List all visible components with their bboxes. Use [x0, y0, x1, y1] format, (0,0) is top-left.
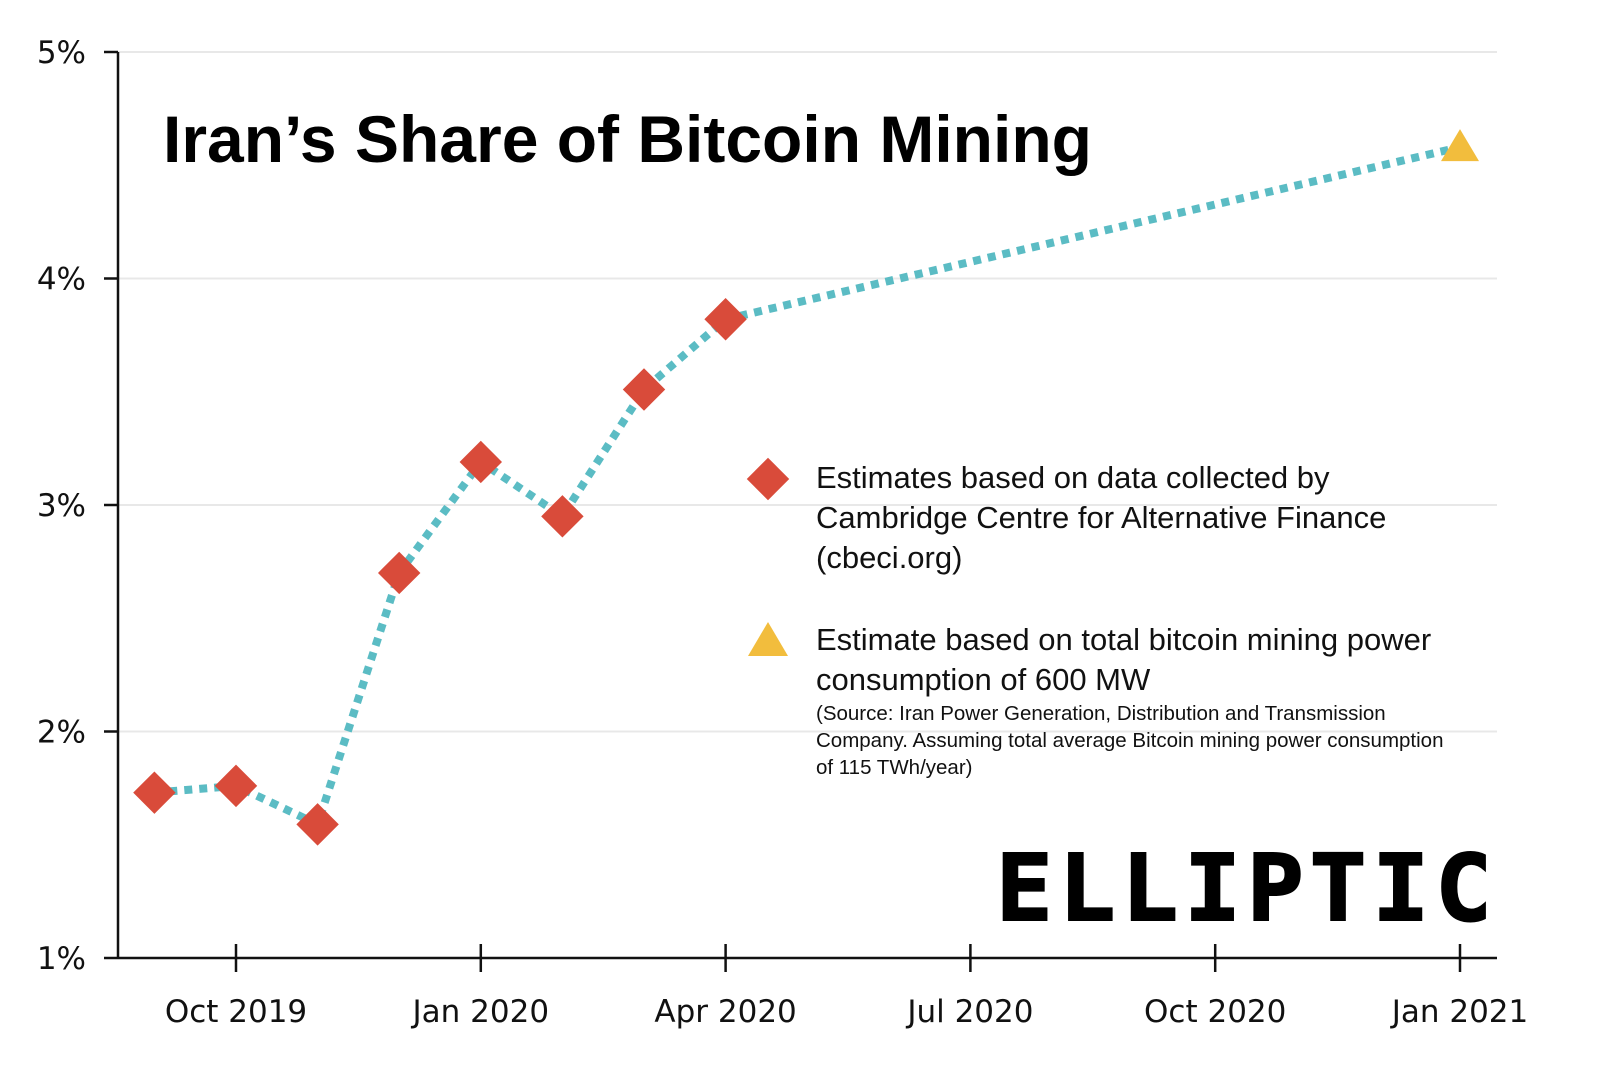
legend-item-2-line-2: consumption of 600 MW [816, 662, 1151, 697]
legend-note-line-3: of 115 TWh/year) [816, 756, 972, 779]
diamond-point [459, 440, 503, 484]
legend-item-2-line-1: Estimate based on total bitcoin mining p… [816, 622, 1431, 657]
x-tick-label: Jul 2020 [905, 994, 1033, 1030]
chart-title: Iran’s Share of Bitcoin Mining [163, 102, 1092, 176]
axes: 1% 2% 3% 4% 5% Oct 2019 Jan 2020 Apr 2020 Jul 20… [37, 35, 1528, 1030]
diamond-point [133, 771, 176, 814]
x-tick-label: Oct 2019 [165, 994, 307, 1030]
diamond-point [704, 298, 747, 341]
legend-note-line-2: Company. Assuming total average Bitcoin … [816, 729, 1443, 752]
diamond-point [296, 803, 339, 846]
y-tick-label: 4% [37, 262, 86, 298]
y-tick-label: 3% [37, 488, 86, 524]
legend-item-1-line-3: (cbeci.org) [816, 540, 962, 575]
elliptic-logo: ELLIPTIC [996, 835, 1498, 942]
gridlines [118, 51, 1497, 733]
y-tick-label: 1% [37, 941, 86, 977]
x-tick-label: Apr 2020 [654, 994, 796, 1030]
legend-triangle-marker [748, 622, 788, 656]
legend-item-1-line-2: Cambridge Centre for Alternative Finance [816, 500, 1386, 535]
legend: Estimates based on data collected by Cam… [746, 457, 1443, 779]
y-tick-label: 5% [37, 35, 86, 71]
triangle-point [1441, 129, 1479, 162]
y-tick-label: 2% [37, 715, 86, 751]
diamond-point [214, 764, 258, 808]
diamond-point [541, 495, 584, 538]
legend-diamond-marker [746, 457, 790, 501]
x-tick-label: Jan 2021 [1390, 994, 1529, 1030]
legend-note-line-1: (Source: Iran Power Generation, Distribu… [816, 702, 1386, 725]
legend-item-1-line-1: Estimates based on data collected by [816, 460, 1330, 495]
x-tick-label: Oct 2020 [1144, 994, 1286, 1030]
x-tick-label: Jan 2020 [411, 994, 550, 1030]
